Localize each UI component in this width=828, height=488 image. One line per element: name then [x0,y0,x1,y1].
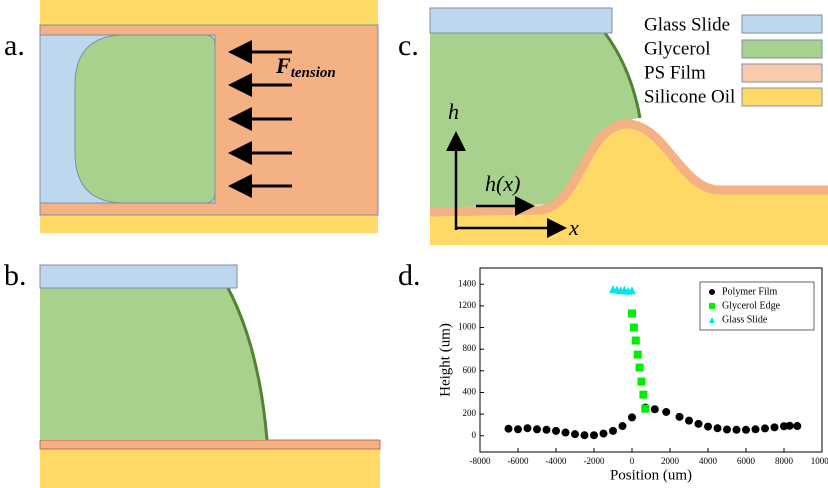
x-tick-label: 0 [630,456,635,466]
x-tick-label: 2000 [661,456,680,466]
marker [714,424,722,432]
marker [552,427,560,435]
marker [752,425,760,433]
marker [793,422,801,430]
legend-swatch [742,88,822,106]
legend-label: PS Film [644,62,706,83]
legend-label: Glycerol Edge [722,300,781,311]
marker [704,423,712,431]
x-axis-label: Position (um) [610,467,692,483]
marker [609,427,617,435]
marker [685,417,693,425]
panel-label: d. [398,259,421,292]
marker [524,424,532,432]
marker [533,425,541,433]
marker [581,431,589,439]
glycerol [40,288,267,440]
marker [619,422,627,430]
marker [676,413,684,421]
glass-slide [430,8,612,33]
panel-c: h x h(x) Glass Slide Glycerol PS Film Si… [430,8,828,245]
legend-label: Silicone Oil [644,86,735,107]
legend-label: Polymer Film [722,286,778,297]
marker [628,309,636,317]
panel-label: a. [4,29,25,62]
marker [505,425,513,433]
axis-label: x [568,215,579,240]
glass-slide [40,265,237,288]
curve-label: h(x) [485,171,520,196]
marker [628,413,636,421]
y-tick-label: 600 [463,365,477,375]
y-tick-label: 400 [463,387,477,397]
x-tick-label: -6000 [508,456,529,466]
panel-b [40,265,380,488]
x-tick-label: 4000 [699,456,718,466]
ps-film [40,440,380,449]
panel-label: c. [398,29,419,62]
marker [695,420,703,428]
legend-label: Glycerol [644,38,710,59]
marker [590,431,598,439]
marker [723,425,731,433]
x-tick-label: 8000 [775,456,794,466]
marker [630,324,638,332]
marker [651,405,659,413]
marker [638,378,646,386]
y-axis-label: Height (um) [437,323,453,397]
legend-swatch [742,40,822,58]
marker [634,351,642,359]
marker [514,425,522,433]
y-tick-label: 1000 [458,322,477,332]
figure: Ftension a. b. h x h(x) Glass Slide Glyc… [0,0,828,488]
marker [636,364,644,372]
y-tick-label: 0 [472,430,477,440]
marker [761,424,769,432]
glycerol [75,35,215,203]
marker [786,422,794,430]
legend-label: Glass Slide [644,14,730,35]
marker [742,426,750,434]
marker [771,423,779,431]
panel-label: b. [4,259,27,292]
marker [641,405,649,413]
legend-label: Glass Slide [722,314,768,325]
legend-swatch [742,64,822,82]
marker [639,391,647,399]
x-tick-label: -4000 [546,456,567,466]
y-tick-label: 1400 [458,278,477,288]
y-tick-label: 800 [463,343,477,353]
x-tick-label: -2000 [584,456,605,466]
y-tick-label: 200 [463,408,477,418]
marker [733,426,741,434]
marker [562,429,570,437]
marker [571,430,579,438]
marker [709,289,715,295]
axis-label: h [448,99,459,124]
x-tick-label: 6000 [737,456,756,466]
x-tick-label: -8000 [470,456,491,466]
marker [709,303,715,309]
panel-a: Ftension [40,0,378,233]
marker [662,408,670,416]
marker [632,337,640,345]
marker [543,426,551,434]
legend-swatch [742,15,822,33]
y-tick-label: 1200 [458,300,477,310]
marker [600,430,608,438]
